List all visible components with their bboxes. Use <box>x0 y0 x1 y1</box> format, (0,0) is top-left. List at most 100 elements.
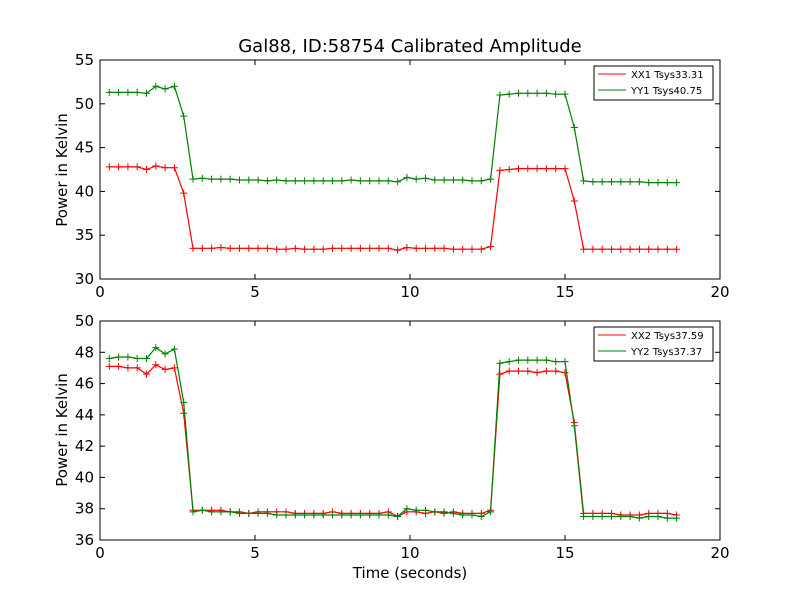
data-point <box>580 177 588 185</box>
data-point <box>505 358 513 366</box>
data-point <box>161 164 169 172</box>
data-point <box>580 513 588 521</box>
series-1 <box>105 162 681 254</box>
data-point <box>217 508 225 516</box>
legend-label-xx2: XX2 Tsys37.59 <box>631 331 704 342</box>
x-tick-label: 15 <box>555 283 574 301</box>
y-tick-label: 40 <box>75 182 94 200</box>
data-point <box>319 511 327 519</box>
data-point <box>347 511 355 519</box>
data-point <box>515 89 522 97</box>
legend-label-yy1: YY1 Tsys40.75 <box>630 86 702 97</box>
data-point <box>552 367 560 375</box>
data-point <box>617 178 625 186</box>
data-point <box>254 509 262 517</box>
data-point <box>319 177 327 185</box>
plot-area-1 <box>105 82 681 254</box>
data-point <box>366 244 374 252</box>
data-point <box>152 162 160 170</box>
data-point <box>635 514 643 522</box>
data-point <box>356 177 364 185</box>
data-point <box>608 178 615 186</box>
series-2 <box>105 82 681 187</box>
data-point <box>115 88 123 96</box>
data-point <box>673 245 681 253</box>
data-point <box>236 176 243 184</box>
data-point <box>105 362 113 370</box>
x-tick-label: 5 <box>250 283 260 301</box>
data-point <box>245 509 253 517</box>
data-point <box>663 245 671 253</box>
data-point <box>282 511 290 519</box>
data-point <box>477 513 485 521</box>
data-point <box>487 508 495 516</box>
data-point <box>375 177 383 185</box>
data-point <box>384 177 392 185</box>
data-point <box>505 90 513 98</box>
y-tick-label: 46 <box>75 375 94 393</box>
y-tick-label: 45 <box>75 139 94 157</box>
data-point <box>468 511 476 519</box>
x-tick-label: 5 <box>250 544 260 562</box>
data-point <box>524 89 532 97</box>
data-point <box>189 244 197 252</box>
data-point <box>208 244 216 252</box>
data-point <box>617 245 625 253</box>
data-point <box>310 177 318 185</box>
data-point <box>375 244 383 252</box>
data-point <box>152 344 160 352</box>
y-tick-label: 38 <box>75 500 94 518</box>
data-point <box>384 511 392 519</box>
data-point <box>422 506 429 514</box>
x-tick-label: 0 <box>95 544 105 562</box>
y-tick-label: 55 <box>75 51 94 69</box>
series-2 <box>105 344 681 522</box>
data-point <box>496 166 504 174</box>
data-point <box>635 245 643 253</box>
data-point <box>552 358 560 366</box>
data-point <box>431 244 439 252</box>
data-point <box>198 244 206 252</box>
data-point <box>533 369 541 377</box>
data-point <box>245 176 253 184</box>
data-point <box>291 177 299 185</box>
y-tick-label: 48 <box>75 343 94 361</box>
data-point <box>245 244 253 252</box>
data-point <box>626 178 634 186</box>
data-point <box>654 245 662 253</box>
data-point <box>394 246 402 254</box>
data-point <box>115 163 123 171</box>
y-tick-label: 36 <box>75 531 94 549</box>
data-point <box>273 511 281 519</box>
data-point <box>542 356 550 364</box>
y-axis-label: Power in Kelvin <box>53 113 71 227</box>
data-point <box>124 88 132 96</box>
data-point <box>598 245 606 253</box>
data-point <box>412 175 420 183</box>
data-point <box>384 244 392 252</box>
data-point <box>608 513 615 521</box>
data-point <box>654 513 662 521</box>
data-point <box>347 176 355 184</box>
data-point <box>236 244 243 252</box>
data-point <box>487 243 495 251</box>
axis-ticks-2: 0 5 10 15 20 36 38 40 42 44 46 48 50 <box>75 312 730 562</box>
data-point <box>422 244 429 252</box>
data-point <box>459 245 467 253</box>
axis-ticks-1: 0 5 10 15 20 30 35 40 45 50 55 <box>75 51 730 301</box>
data-point <box>552 90 560 98</box>
data-point <box>180 409 188 417</box>
data-point <box>356 244 364 252</box>
y-tick-label: 40 <box>75 468 94 486</box>
x-axis-label: Time (seconds) <box>352 564 468 582</box>
legend-box <box>593 326 714 362</box>
data-point <box>570 123 578 131</box>
data-point <box>189 508 197 516</box>
y-tick-label: 44 <box>75 406 94 424</box>
data-point <box>533 356 541 364</box>
data-point <box>226 244 234 252</box>
data-point <box>329 177 336 185</box>
data-point <box>561 165 569 173</box>
y-axis-label: Power in Kelvin <box>53 373 71 487</box>
data-point <box>366 177 374 185</box>
